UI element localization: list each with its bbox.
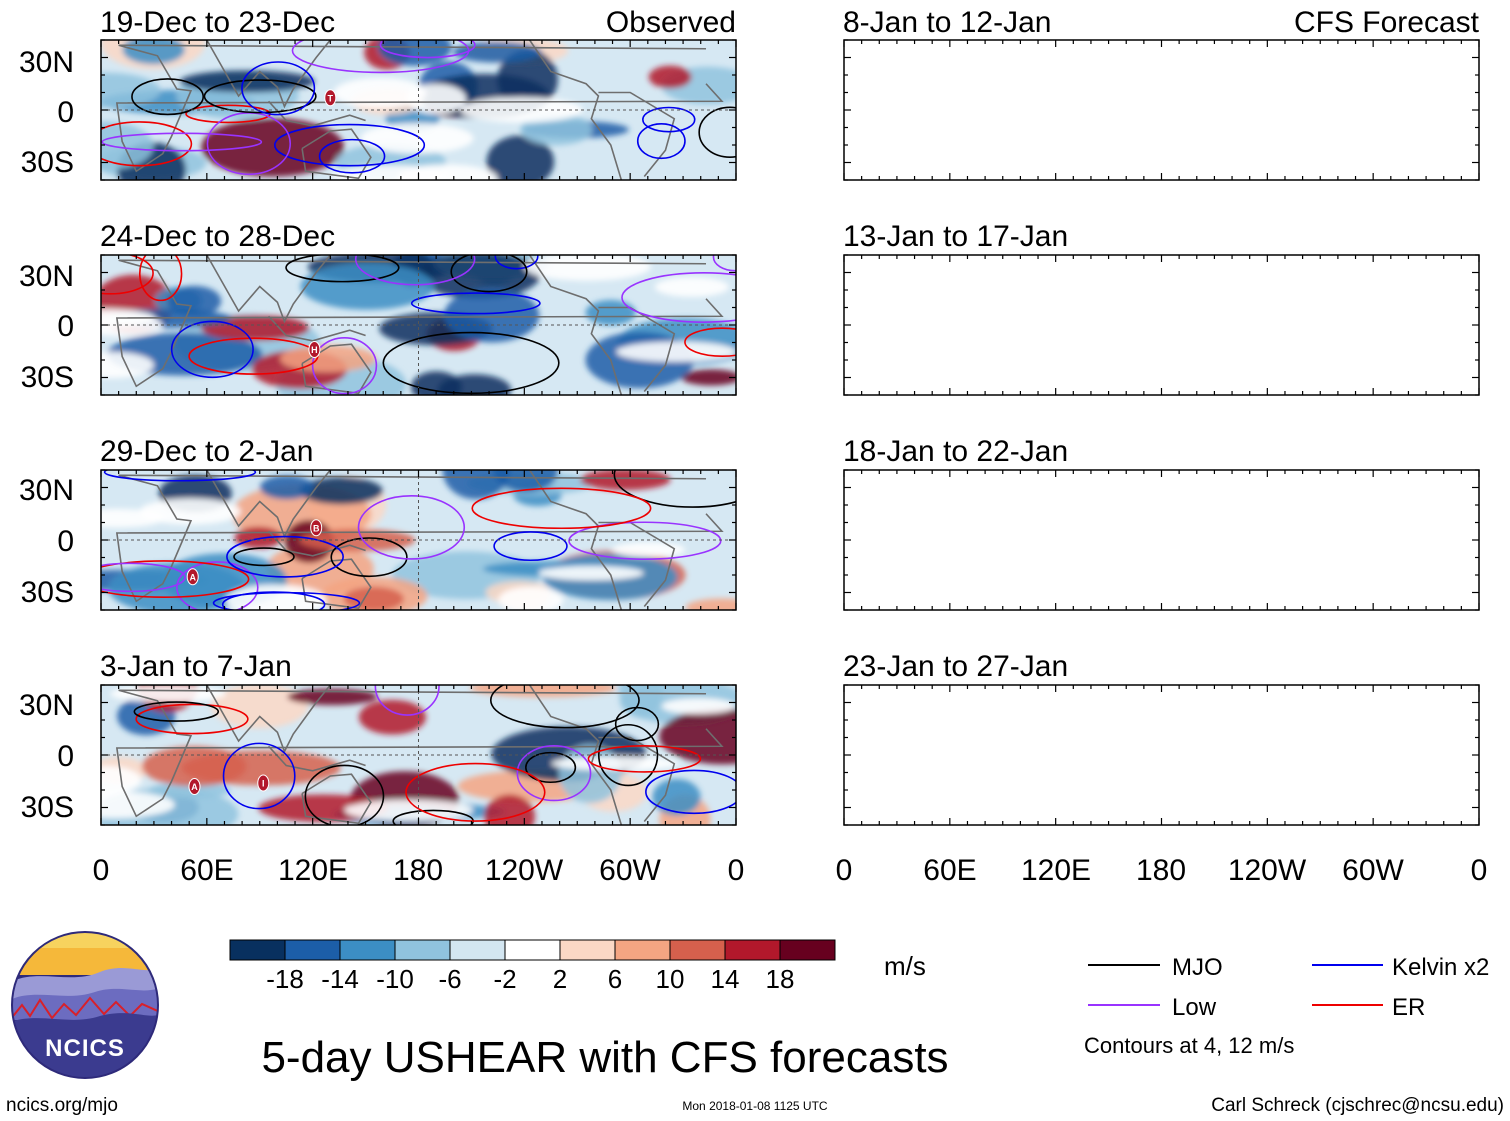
- ncics-logo-text: NCICS: [45, 1035, 125, 1062]
- forecast-panel-4-title: 23-Jan to 27-Jan: [843, 650, 1068, 683]
- forecast-panel-1: 8-Jan to 12-Jan CFS Forecast: [843, 6, 1480, 181]
- legend-label-low: Low: [1172, 994, 1217, 1021]
- lat-tick-label: 30N: [19, 474, 74, 507]
- colorbar-units: m/s: [884, 951, 926, 981]
- storm-marker: H: [308, 341, 321, 358]
- forecast-panel-2-title: 13-Jan to 17-Jan: [843, 220, 1068, 253]
- longitude-axis-labels-right: 0 60E 120E 180 120W 60W 0: [836, 854, 1488, 887]
- legend-item-low: Low: [1088, 994, 1217, 1021]
- lon-tick-label: 60E: [180, 854, 233, 887]
- observed-panel-3: B A 29-Dec to 2-Jan: [100, 435, 737, 611]
- legend-item-er: ER: [1312, 994, 1425, 1021]
- colorbar-tick-label: -18: [266, 964, 304, 994]
- storm-marker: I: [257, 774, 270, 792]
- observed-panel-1: T 19-Dec to 23-Dec Observed: [100, 6, 737, 181]
- storm-marker: A: [188, 778, 201, 795]
- lon-tick-label: 120E: [278, 854, 348, 887]
- forecast-panel-2: 13-Jan to 17-Jan: [843, 220, 1480, 396]
- figure-title: 5-day USHEAR with CFS forecasts: [261, 1033, 948, 1082]
- observed-panel-1-title: 19-Dec to 23-Dec: [100, 6, 335, 39]
- lat-tick-label: 30S: [21, 791, 74, 824]
- colorbar-tick-label: 6: [608, 964, 622, 994]
- observed-header: Observed: [606, 6, 736, 39]
- colorbar-swatch: [559, 939, 616, 961]
- forecast-panel-3-title: 18-Jan to 22-Jan: [843, 435, 1068, 468]
- lon-tick-label: 60W: [1342, 854, 1404, 887]
- forecast-header: CFS Forecast: [1294, 6, 1480, 39]
- colorbar: -18 -14 -10 -6 -2 2 6 10 14 18 m/s: [229, 939, 926, 994]
- observed-panel-3-title: 29-Dec to 2-Jan: [100, 435, 313, 468]
- lon-tick-label: 60W: [599, 854, 661, 887]
- latitude-axis-labels: 30N 0 30S 30N 0 30S 30N 0 30S 30N 0 30S: [19, 46, 74, 824]
- observed-panel-4-title: 3-Jan to 7-Jan: [100, 650, 292, 683]
- colorbar-swatch: [724, 939, 781, 961]
- colorbar-tick-label: 2: [553, 964, 567, 994]
- lat-tick-label: 0: [57, 740, 74, 773]
- storm-marker: T: [324, 89, 337, 107]
- forecast-panel-1-title: 8-Jan to 12-Jan: [843, 6, 1051, 39]
- colorbar-tick-label: 14: [711, 964, 740, 994]
- legend-label-kelvin: Kelvin x2: [1392, 954, 1489, 981]
- colorbar-tick-label: -6: [438, 964, 461, 994]
- forecast-panel-4: 23-Jan to 27-Jan: [843, 650, 1480, 826]
- contour-legend: MJO Kelvin x2 Low ER Contours at 4, 12 m…: [1084, 954, 1489, 1058]
- colorbar-swatch: [339, 939, 396, 961]
- storm-label: I: [262, 779, 265, 789]
- lon-tick-label: 0: [1471, 854, 1488, 887]
- lon-tick-label: 120W: [485, 854, 564, 887]
- lat-tick-label: 30S: [21, 146, 74, 179]
- lon-tick-label: 180: [393, 854, 443, 887]
- colorbar-tick-label: -14: [321, 964, 359, 994]
- colorbar-swatch: [779, 939, 836, 961]
- lon-tick-label: 60E: [923, 854, 976, 887]
- contour-note: Contours at 4, 12 m/s: [1084, 1033, 1294, 1058]
- observed-panel-2-title: 24-Dec to 28-Dec: [100, 220, 335, 253]
- footer-url: ncics.org/mjo: [6, 1095, 118, 1116]
- forecast-panel-3: 18-Jan to 22-Jan: [843, 435, 1480, 611]
- storm-label: H: [311, 345, 318, 355]
- observed-panel-2: H 24-Dec to 28-Dec: [100, 220, 737, 396]
- legend-label-er: ER: [1392, 994, 1425, 1021]
- storm-label: A: [189, 572, 196, 582]
- footer-timestamp: Mon 2018-01-08 1125 UTC: [682, 1099, 828, 1113]
- lat-tick-label: 0: [57, 310, 74, 343]
- lon-tick-label: 120E: [1021, 854, 1091, 887]
- colorbar-swatch: [229, 939, 286, 961]
- lon-tick-label: 180: [1136, 854, 1186, 887]
- ncics-logo: NCICS: [11, 931, 159, 1079]
- storm-label: T: [328, 93, 334, 103]
- colorbar-tick-label: 18: [766, 964, 795, 994]
- colorbar-swatch: [284, 939, 341, 961]
- colorbar-swatch: [394, 939, 451, 961]
- lat-tick-label: 0: [57, 96, 74, 129]
- storm-marker: A: [186, 568, 199, 586]
- lat-tick-label: 30N: [19, 260, 74, 293]
- legend-label-mjo: MJO: [1172, 954, 1223, 981]
- colorbar-swatch: [669, 939, 726, 961]
- lon-tick-label: 0: [836, 854, 853, 887]
- colorbar-swatch: [449, 939, 506, 961]
- colorbar-tick-label: -10: [376, 964, 414, 994]
- colorbar-tick-label: -2: [493, 964, 516, 994]
- legend-item-mjo: MJO: [1088, 954, 1223, 981]
- storm-label: A: [191, 782, 198, 792]
- lon-tick-label: 0: [93, 854, 110, 887]
- lat-tick-label: 30N: [19, 689, 74, 722]
- lat-tick-label: 30S: [21, 576, 74, 609]
- colorbar-tick-label: 10: [656, 964, 685, 994]
- storm-marker: B: [310, 519, 323, 537]
- observed-panel-4: A I 3-Jan to 7-Jan: [100, 650, 737, 826]
- colorbar-swatch: [504, 939, 561, 961]
- lat-tick-label: 0: [57, 525, 74, 558]
- storm-label: B: [313, 523, 320, 533]
- lon-tick-label: 0: [728, 854, 745, 887]
- lat-tick-label: 30S: [21, 361, 74, 394]
- colorbar-swatch: [614, 939, 671, 961]
- lon-tick-label: 120W: [1228, 854, 1307, 887]
- legend-item-kelvin: Kelvin x2: [1312, 954, 1489, 981]
- longitude-axis-labels-left: 0 60E 120E 180 120W 60W 0: [93, 854, 745, 887]
- lat-tick-label: 30N: [19, 46, 74, 79]
- footer-credit: Carl Schreck (cjschrec@ncsu.edu): [1211, 1095, 1504, 1116]
